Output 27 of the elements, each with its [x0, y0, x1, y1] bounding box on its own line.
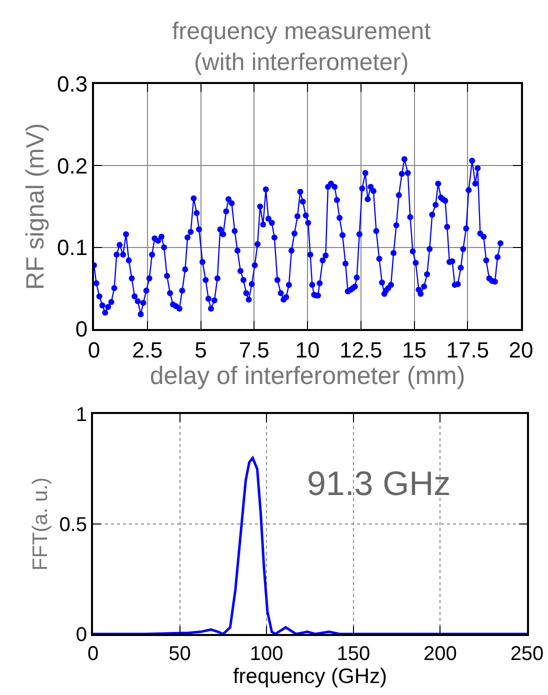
- x-tick-label: 17.5: [446, 337, 490, 362]
- x-tick-label: 15: [402, 337, 426, 362]
- x-tick-label: 5: [194, 337, 207, 362]
- x-tick-label: 150: [336, 643, 370, 665]
- y-tick-label: 0.1: [57, 235, 88, 260]
- line-series: [93, 456, 527, 634]
- y-tick-label: 0.5: [59, 514, 87, 536]
- x-tick-label: 50: [168, 643, 191, 665]
- y-tick-label: 0: [75, 316, 88, 342]
- x-tick-label: 12.5: [339, 337, 382, 362]
- x-tick-label: 200: [424, 643, 457, 665]
- annotation: 91.3 GHz: [307, 465, 451, 503]
- x-axis-title: frequency (GHz): [232, 665, 388, 688]
- y-tick-label: 1: [76, 404, 87, 426]
- x-tick-label: 20: [508, 337, 534, 362]
- x-tick-label: 10: [295, 337, 320, 362]
- y-axis-title: RF signal (mV): [21, 123, 50, 290]
- y-tick-label: 0: [76, 624, 87, 646]
- x-tick-label: 100: [250, 643, 284, 665]
- chart-title: frequency measurement (with interferometer): [172, 18, 432, 76]
- x-tick-label: 2.5: [132, 337, 163, 362]
- x-tick-label: 7.5: [238, 337, 270, 362]
- y-tick-label: 0.3: [57, 72, 88, 97]
- y-tick-label: 0.2: [57, 153, 88, 178]
- x-tick-label: 250: [510, 643, 544, 665]
- y-axis-title: FFT(a. u.): [28, 477, 52, 571]
- x-axis-title: delay of interferometer (mm): [150, 362, 466, 390]
